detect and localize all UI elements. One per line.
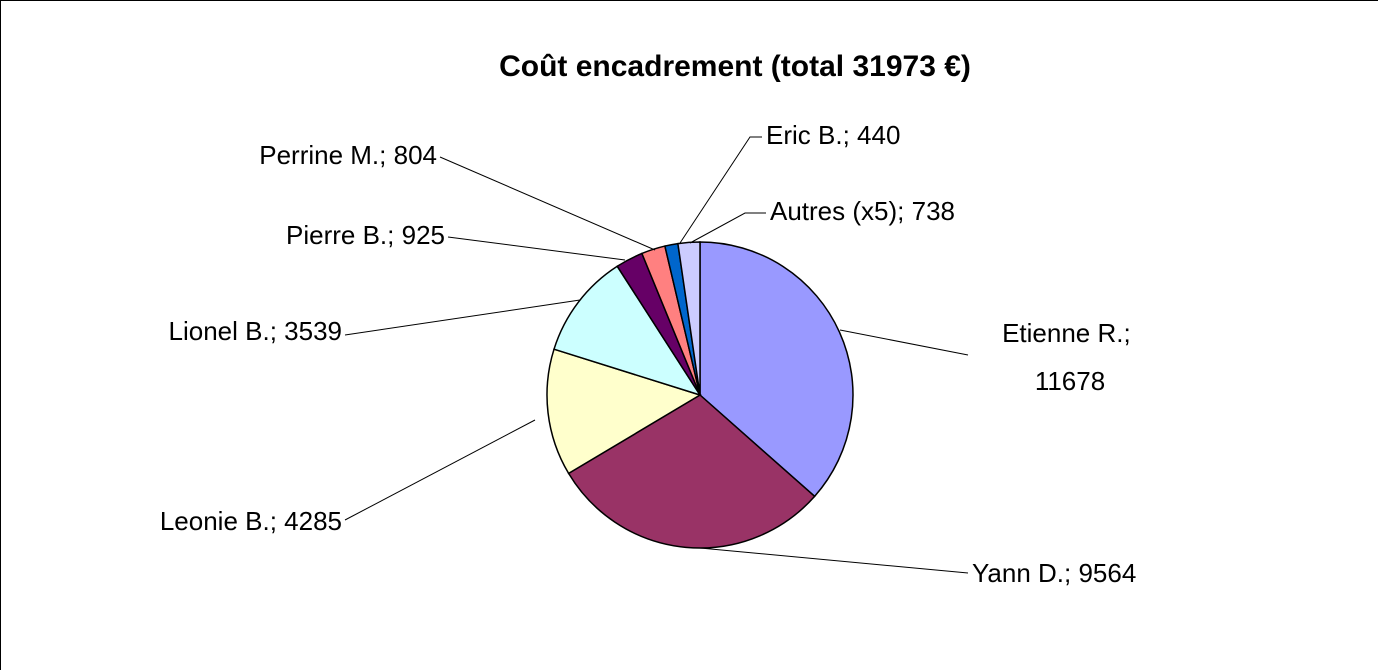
chart-title: Coût encadrement (total 31973 €)	[499, 50, 971, 83]
label-value: 4285	[284, 506, 342, 536]
label-value: 9564	[1078, 558, 1136, 588]
label-category: Yann D.	[972, 558, 1064, 588]
data-label: Perrine M.; 804	[259, 140, 437, 170]
data-label: Eric B.; 440	[766, 120, 900, 150]
label-value: 440	[857, 120, 900, 150]
pie-slice	[546, 348, 702, 475]
data-label: Etienne R.; 11678	[1002, 318, 1138, 396]
pie-slice	[699, 241, 854, 498]
data-label: Lionel B.; 3539	[169, 316, 342, 346]
leader-line	[689, 212, 766, 244]
leader-line	[839, 329, 969, 356]
pie-slice	[553, 265, 702, 397]
label-separator: ;	[1123, 318, 1137, 348]
leader-line	[344, 419, 536, 521]
label-category: Etienne R.	[1002, 318, 1123, 348]
label-separator: ;	[1064, 558, 1078, 588]
pie-slice	[677, 241, 701, 396]
label-separator: ;	[843, 120, 857, 150]
label-value: 804	[394, 140, 437, 170]
label-value: 738	[912, 196, 955, 226]
data-label: Leonie B.; 4285	[160, 506, 342, 536]
leader-line	[447, 236, 626, 261]
leader-line	[699, 547, 969, 574]
label-separator: ;	[379, 140, 393, 170]
leader-line	[679, 136, 762, 244]
label-value: 11678	[1035, 366, 1105, 396]
data-label: Yann D.; 9564	[972, 558, 1136, 588]
label-separator: ;	[270, 316, 284, 346]
label-value: 925	[402, 220, 445, 250]
label-category: Perrine M.	[259, 140, 379, 170]
label-category: Autres (x5)	[770, 196, 897, 226]
label-category: Leonie B.	[160, 506, 270, 536]
label-category: Pierre B.	[286, 220, 387, 250]
leader-line	[439, 156, 656, 251]
label-category: Lionel B.	[169, 316, 270, 346]
label-value: 3539	[284, 316, 342, 346]
label-separator: ;	[387, 220, 401, 250]
data-label: Pierre B.; 925	[286, 220, 445, 250]
label-category: Eric B.	[766, 120, 843, 150]
label-separator: ;	[897, 196, 911, 226]
pie-slice	[567, 394, 816, 549]
leader-line	[344, 299, 581, 336]
data-label: Autres (x5); 738	[770, 196, 955, 226]
label-separator: ;	[270, 506, 284, 536]
